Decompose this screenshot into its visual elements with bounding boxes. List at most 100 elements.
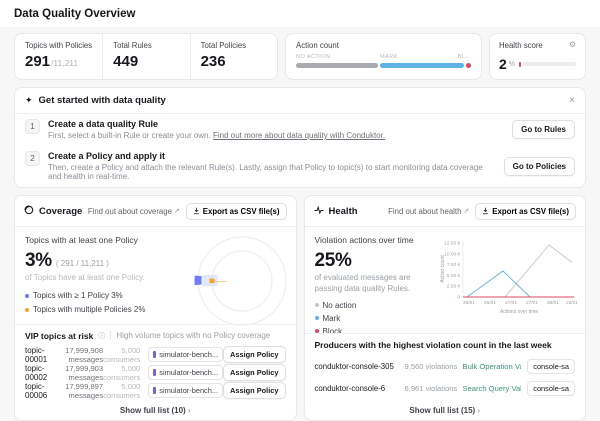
violation-line-chart: 12.50 k 10.00 k 7.50 k 5.00 k 2.50 k 0 2… — [437, 235, 577, 333]
health-icon — [314, 202, 324, 220]
sparkle-icon: ✦ — [25, 95, 33, 106]
cluster-tag[interactable]: simulator-bench... — [148, 365, 223, 380]
svg-text:0: 0 — [457, 295, 460, 301]
stat-value: 291 — [25, 53, 50, 70]
main-content: Topics with Policies 291/11,211 Total Ru… — [0, 27, 600, 421]
y-axis-title: Action count — [440, 255, 446, 283]
find-out-about-coverage-link[interactable]: Find out about coverage↗ — [88, 207, 180, 216]
info-icon[interactable]: ⓘ — [98, 331, 105, 341]
stat-value: 449 — [113, 54, 179, 71]
coverage-panel-title: Coverage — [39, 206, 82, 217]
banner-title: Get started with data quality — [39, 95, 166, 106]
producer-row: conduktor-console-6 6,961 violations Sea… — [305, 377, 586, 399]
cluster-icon — [153, 369, 156, 376]
svg-text:2.50 k: 2.50 k — [446, 284, 460, 290]
divider — [110, 331, 111, 340]
health-score-value: 2 — [499, 57, 507, 71]
assign-policy-button[interactable]: Assign Policy — [223, 364, 285, 381]
show-full-list-link[interactable]: Show full list (15) › — [305, 400, 586, 420]
vip-topics-title: VIP topics at risk — [25, 331, 93, 341]
download-icon — [482, 207, 489, 215]
legend-item: Mark — [315, 314, 437, 323]
policy-link[interactable]: Search Query Validation Policy — [463, 384, 522, 393]
svg-text:5.00 k: 5.00 k — [446, 273, 460, 279]
producers-title: Producers with the highest violation cou… — [315, 340, 552, 350]
legend-dot-indigo — [25, 294, 29, 298]
health-panel-title: Health — [329, 206, 358, 217]
service-account-tag[interactable]: console-sa — [527, 381, 575, 396]
cluster-icon — [153, 351, 156, 358]
svg-text:12.50 k: 12.50 k — [444, 241, 460, 247]
topic-name[interactable]: topic-00006 — [25, 382, 56, 400]
health-subtitle: Violation actions over time — [315, 235, 437, 245]
step-description: Then, create a Policy and attach the rel… — [48, 163, 496, 181]
vip-topic-row: topic-00002 17,999,903 messages 5,000 co… — [15, 364, 296, 382]
chevron-right-icon: › — [477, 406, 480, 415]
x-axis-title: Actions over time — [499, 309, 538, 315]
export-csv-button[interactable]: Export as CSV file(s) — [475, 203, 576, 220]
violation-count: 9,560 violations — [405, 362, 463, 371]
topic-name[interactable]: topic-00002 — [25, 364, 56, 382]
health-panel: Health Find out about health↗ Export as … — [304, 195, 587, 421]
external-link-icon: ↗ — [174, 207, 180, 215]
cluster-tag[interactable]: simulator-bench... — [148, 347, 223, 362]
go-to-rules-button[interactable]: Go to Rules — [512, 120, 575, 139]
bar-segment-no-action — [296, 63, 378, 68]
topic-messages: 17,999,903 messages — [56, 364, 103, 382]
series-no-action — [467, 245, 572, 297]
page-title: Data Quality Overview — [14, 8, 586, 20]
topic-name[interactable]: topic-00001 — [25, 346, 56, 364]
producer-name[interactable]: conduktor-console-6 — [315, 384, 405, 393]
producer-row: conduktor-console-305 9,560 violations B… — [305, 355, 586, 377]
health-score-marker — [519, 62, 521, 67]
get-started-banner: ✦ Get started with data quality × 1 Crea… — [14, 87, 586, 188]
export-csv-button[interactable]: Export as CSV file(s) — [186, 203, 287, 220]
find-out-about-health-link[interactable]: Find out about health↗ — [388, 207, 469, 216]
find-out-more-link[interactable]: Find out more about data quality with Co… — [213, 131, 385, 140]
health-score-card: Health score ⚙ 2 % — [489, 33, 586, 80]
assign-policy-button[interactable]: Assign Policy — [223, 346, 285, 363]
go-to-policies-button[interactable]: Go to Policies — [504, 157, 575, 176]
producer-name[interactable]: conduktor-console-305 — [315, 362, 405, 371]
step-description: First, select a built-in Rule or create … — [48, 131, 211, 140]
action-count-bar — [296, 63, 471, 68]
policy-link[interactable]: Bulk Operation Validation Policy — [463, 362, 522, 371]
svg-text:28/01: 28/01 — [565, 300, 576, 306]
svg-text:26/01: 26/01 — [483, 300, 495, 306]
assign-policy-button[interactable]: Assign Policy — [223, 382, 285, 399]
stats-row: Topics with Policies 291/11,211 Total Ru… — [14, 33, 586, 80]
step-title: Create a data quality Rule — [48, 119, 504, 129]
health-score-bar — [519, 62, 576, 67]
gear-icon[interactable]: ⚙ — [569, 41, 576, 49]
topic-messages: 17,999,908 messages — [56, 346, 103, 364]
svg-text:27/01: 27/01 — [525, 300, 537, 306]
external-link-icon: ↗ — [463, 207, 469, 215]
vip-topic-row: topic-00006 17,999,897 messages 5,000 co… — [15, 382, 296, 400]
bar-segment-mark — [380, 63, 464, 68]
action-count-label: Action count — [296, 41, 471, 50]
service-account-tag[interactable]: console-sa — [527, 359, 575, 374]
coverage-icon — [24, 202, 34, 220]
topic-consumers: 5,000 consumers — [103, 346, 140, 364]
legend-dot-orange — [25, 308, 29, 312]
topic-consumers: 5,000 consumers — [103, 364, 140, 382]
cluster-tag[interactable]: simulator-bench... — [148, 383, 223, 398]
stat-total-policies: Total Policies 236 — [190, 34, 277, 79]
stat-label: Topics with Policies — [25, 41, 92, 50]
action-count-card: Action count NO ACTION MARK BL... — [285, 33, 482, 80]
legend-dot-blue — [315, 316, 319, 320]
get-started-step-2: 2 Create a Policy and apply it Then, cre… — [15, 146, 585, 187]
svg-text:7.50 k: 7.50 k — [446, 262, 460, 268]
coverage-ratio: ( 291 / 11,211 ) — [56, 259, 109, 268]
stat-total-rules: Total Rules 449 — [102, 34, 189, 79]
health-score-label: Health score — [499, 41, 543, 50]
svg-text:28/01: 28/01 — [546, 300, 558, 306]
show-full-list-link[interactable]: Show full list (10) › — [15, 400, 296, 420]
health-percentage: 25% — [315, 251, 352, 270]
close-icon[interactable]: × — [569, 96, 575, 106]
health-score-unit: % — [509, 61, 515, 68]
health-score-track — [522, 62, 576, 66]
vip-topic-row: topic-00001 17,999,908 messages 5,000 co… — [15, 346, 296, 364]
step-number-badge: 1 — [25, 119, 40, 134]
coverage-donut-chart — [194, 233, 290, 334]
